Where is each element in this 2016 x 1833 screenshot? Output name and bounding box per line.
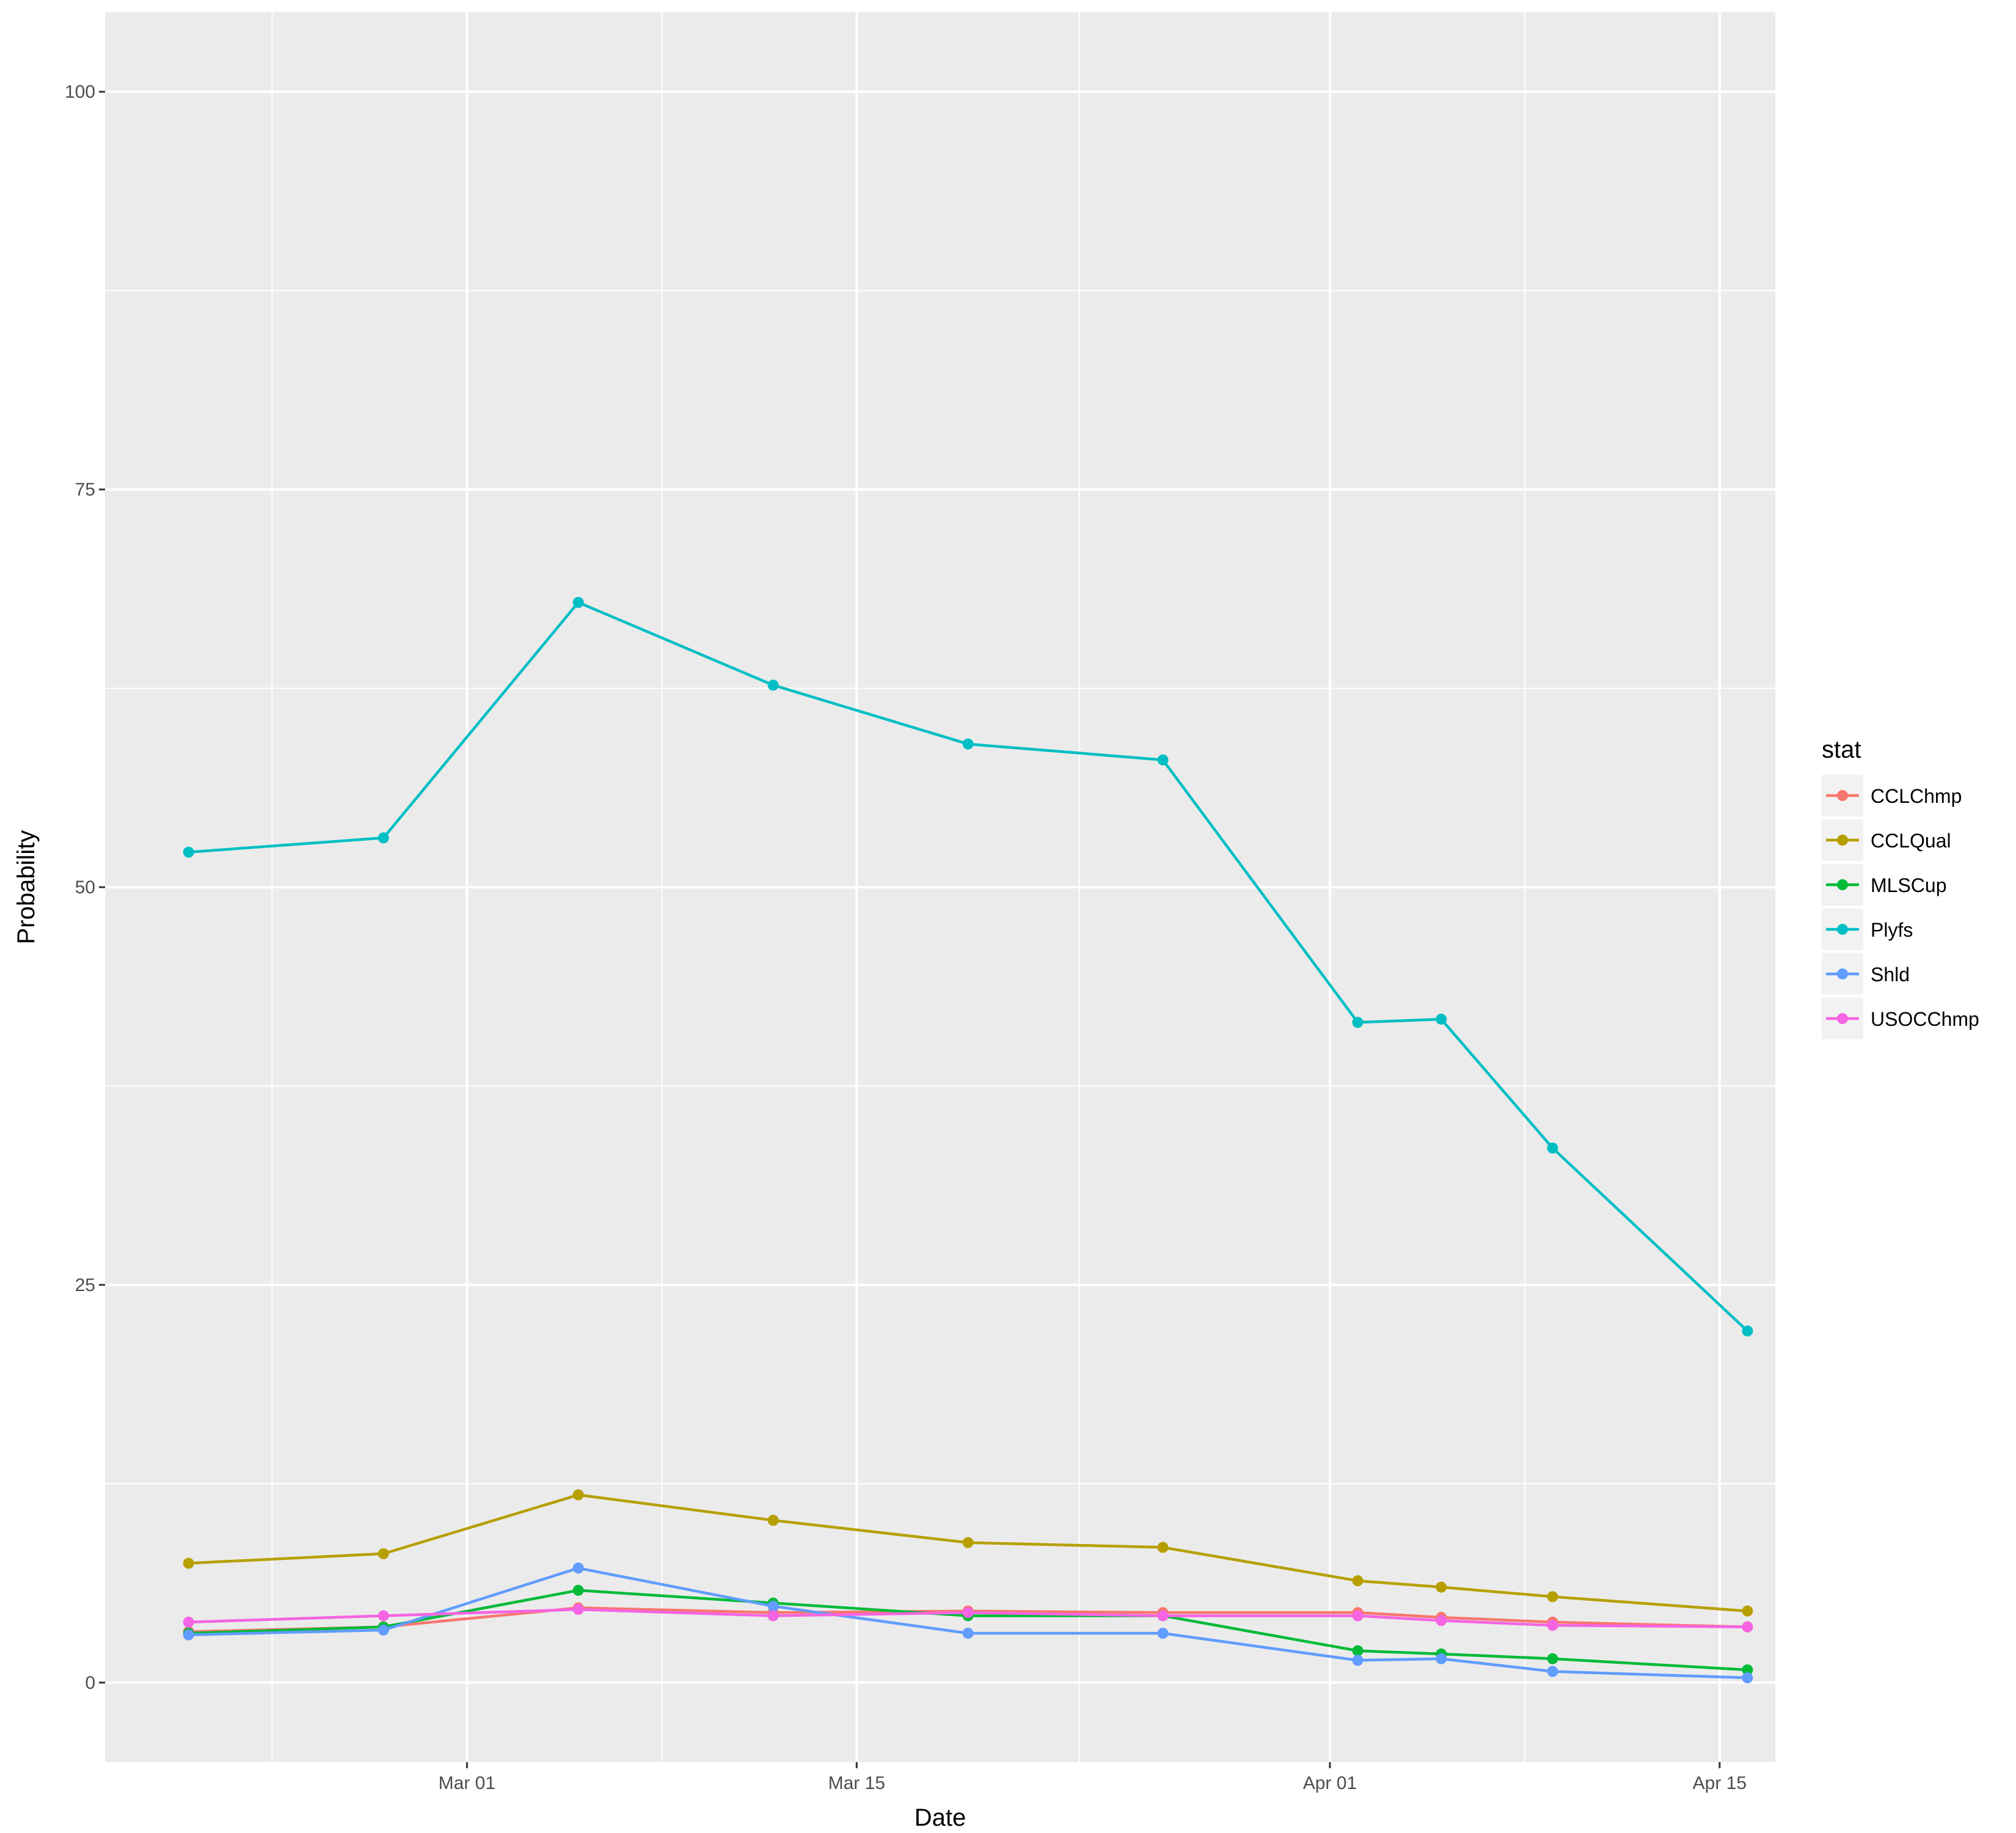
data-point-cclqual xyxy=(767,1515,779,1526)
legend-item-plyfs: Plyfs xyxy=(1822,909,1913,950)
legend-item-cclqual: CCLQual xyxy=(1822,819,1951,861)
y-tick-label: 25 xyxy=(75,1275,95,1295)
legend-title: stat xyxy=(1822,736,1861,763)
x-axis: Mar 01 Mar 15 Apr 01 Apr 15 xyxy=(439,1762,1747,1793)
x-tick-label: Apr 01 xyxy=(1303,1773,1357,1793)
y-tick-label: 75 xyxy=(75,480,95,500)
legend-point-cclchmp xyxy=(1837,790,1848,801)
data-point-shld xyxy=(1436,1653,1447,1664)
data-point-mlscup xyxy=(1742,1664,1753,1675)
data-point-plyfs xyxy=(183,846,194,858)
data-point-plyfs xyxy=(572,596,584,608)
data-point-plyfs xyxy=(1436,1014,1447,1025)
legend: stat CCLChmp CCLQual MLSCup Plyfs Shld USOCCh… xyxy=(1822,736,1979,1039)
x-axis-title: Date xyxy=(915,1804,966,1831)
data-point-usocchmp xyxy=(1742,1621,1753,1633)
data-point-cclqual xyxy=(378,1548,389,1559)
data-point-usocchmp xyxy=(572,1604,584,1615)
data-point-plyfs xyxy=(962,738,974,750)
data-point-shld xyxy=(962,1628,974,1639)
data-point-shld xyxy=(378,1624,389,1636)
series-usocchmp xyxy=(183,1604,1753,1633)
data-point-cclqual xyxy=(572,1489,584,1501)
data-point-cclqual xyxy=(1157,1542,1169,1553)
data-point-mlscup xyxy=(1547,1653,1558,1664)
data-point-cclqual xyxy=(1436,1581,1447,1593)
data-point-cclqual xyxy=(183,1557,194,1569)
data-point-plyfs xyxy=(767,679,779,691)
data-point-mlscup xyxy=(1352,1645,1364,1656)
series-line-mlscup xyxy=(188,1589,1748,1672)
data-point-usocchmp xyxy=(183,1616,194,1628)
legend-label-mlscup: MLSCup xyxy=(1871,874,1947,896)
y-tick-label: 100 xyxy=(65,82,95,102)
data-point-shld xyxy=(1157,1628,1169,1639)
data-point-usocchmp xyxy=(1436,1615,1447,1626)
data-point-plyfs xyxy=(1157,754,1169,766)
legend-label-shld: Shld xyxy=(1871,964,1910,986)
data-point-usocchmp xyxy=(378,1610,389,1622)
data-point-usocchmp xyxy=(1352,1610,1364,1622)
series-cclqual xyxy=(183,1489,1753,1617)
legend-label-cclqual: CCLQual xyxy=(1871,830,1951,852)
series-line-usocchmp xyxy=(188,1608,1748,1628)
data-point-usocchmp xyxy=(767,1610,779,1622)
x-tick-label: Apr 15 xyxy=(1693,1773,1747,1793)
data-point-usocchmp xyxy=(1547,1620,1558,1631)
data-point-cclqual xyxy=(1742,1605,1753,1617)
series-line-cclqual xyxy=(188,1493,1748,1612)
x-tick-label: Mar 01 xyxy=(439,1773,495,1793)
legend-point-usocchmp xyxy=(1837,1013,1848,1024)
major-gridlines xyxy=(105,12,1775,1762)
series-plyfs xyxy=(183,596,1753,1337)
series-line-plyfs xyxy=(188,601,1748,1333)
series-line-shld xyxy=(188,1567,1748,1680)
y-tick-label: 50 xyxy=(75,877,95,898)
data-point-plyfs xyxy=(1547,1142,1558,1154)
legend-label-usocchmp: USOCChmp xyxy=(1871,1008,1979,1030)
data-point-shld xyxy=(572,1562,584,1574)
data-point-shld xyxy=(183,1629,194,1641)
data-point-shld xyxy=(1742,1672,1753,1684)
y-axis: 0 25 50 75 100 xyxy=(65,82,105,1693)
legend-item-cclchmp: CCLChmp xyxy=(1822,775,1962,816)
legend-label-cclchmp: CCLChmp xyxy=(1871,785,1962,807)
legend-point-plyfs xyxy=(1837,924,1848,935)
data-point-usocchmp xyxy=(1157,1610,1169,1622)
data-point-usocchmp xyxy=(962,1607,974,1619)
legend-point-mlscup xyxy=(1837,879,1848,890)
legend-item-mlscup: MLSCup xyxy=(1822,864,1947,906)
x-tick-label: Mar 15 xyxy=(828,1773,885,1793)
series-shld xyxy=(183,1562,1753,1684)
series-layer xyxy=(183,596,1753,1684)
data-point-mlscup xyxy=(572,1584,584,1596)
y-axis-title: Probability xyxy=(13,830,40,945)
data-point-cclqual xyxy=(962,1537,974,1548)
data-point-plyfs xyxy=(1742,1325,1753,1337)
legend-label-plyfs: Plyfs xyxy=(1871,919,1913,941)
data-point-cclqual xyxy=(1352,1575,1364,1587)
series-line-cclchmp xyxy=(188,1606,1748,1633)
legend-point-cclqual xyxy=(1837,835,1848,846)
data-point-plyfs xyxy=(1352,1017,1364,1028)
data-point-plyfs xyxy=(378,832,389,844)
y-tick-label: 0 xyxy=(85,1673,95,1693)
data-point-shld xyxy=(1547,1666,1558,1677)
data-point-shld xyxy=(767,1600,779,1612)
legend-point-shld xyxy=(1837,968,1848,979)
legend-item-shld: Shld xyxy=(1822,953,1910,995)
data-point-shld xyxy=(1352,1655,1364,1666)
legend-item-usocchmp: USOCChmp xyxy=(1822,998,1979,1039)
data-point-cclqual xyxy=(1547,1591,1558,1603)
